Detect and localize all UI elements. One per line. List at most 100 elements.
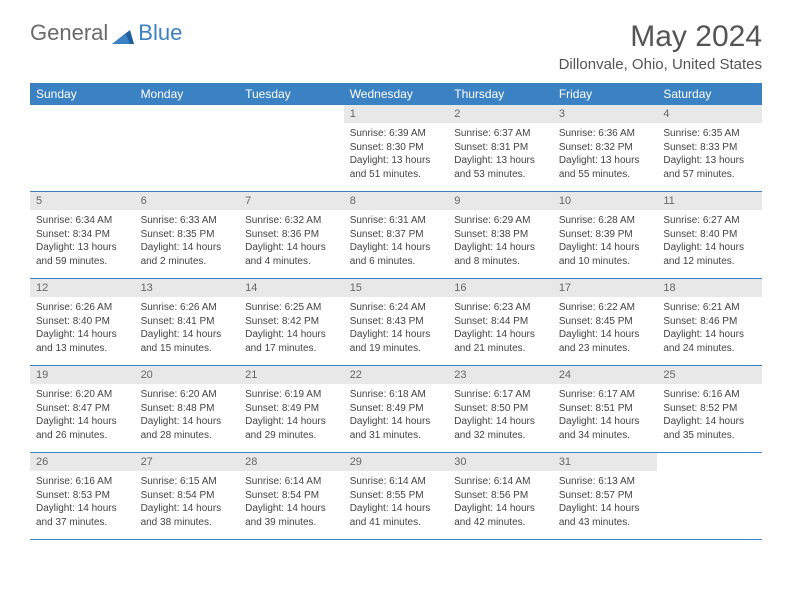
sunset-line: Sunset: 8:36 PM	[245, 228, 338, 242]
sunrise-line: Sunrise: 6:33 AM	[141, 214, 234, 228]
day-cell: 10Sunrise: 6:28 AMSunset: 8:39 PMDayligh…	[553, 192, 658, 279]
sunrise-line: Sunrise: 6:28 AM	[559, 214, 652, 228]
sunset-line: Sunset: 8:49 PM	[245, 402, 338, 416]
day-cell: 14Sunrise: 6:25 AMSunset: 8:42 PMDayligh…	[239, 279, 344, 366]
week-row: 26Sunrise: 6:16 AMSunset: 8:53 PMDayligh…	[30, 453, 762, 540]
day-number: 23	[448, 366, 553, 384]
sunset-line: Sunset: 8:54 PM	[245, 489, 338, 503]
daylight-line: Daylight: 14 hours and 6 minutes.	[350, 241, 443, 268]
sunrise-line: Sunrise: 6:15 AM	[141, 475, 234, 489]
sunset-line: Sunset: 8:41 PM	[141, 315, 234, 329]
sunrise-line: Sunrise: 6:35 AM	[663, 127, 756, 141]
logo-triangle-icon	[112, 24, 134, 42]
sunset-line: Sunset: 8:48 PM	[141, 402, 234, 416]
day-number: 24	[553, 366, 658, 384]
sunrise-line: Sunrise: 6:26 AM	[141, 301, 234, 315]
day-details: Sunrise: 6:20 AMSunset: 8:48 PMDaylight:…	[135, 384, 240, 446]
day-number: 1	[344, 105, 449, 123]
day-details: Sunrise: 6:14 AMSunset: 8:56 PMDaylight:…	[448, 471, 553, 533]
sunset-line: Sunset: 8:39 PM	[559, 228, 652, 242]
day-number: 5	[30, 192, 135, 210]
daylight-line: Daylight: 14 hours and 4 minutes.	[245, 241, 338, 268]
day-header-monday: Monday	[135, 83, 240, 105]
location: Dillonvale, Ohio, United States	[559, 56, 762, 73]
day-number: 7	[239, 192, 344, 210]
sunset-line: Sunset: 8:34 PM	[36, 228, 129, 242]
day-number: 27	[135, 453, 240, 471]
day-details: Sunrise: 6:16 AMSunset: 8:53 PMDaylight:…	[30, 471, 135, 533]
sunrise-line: Sunrise: 6:29 AM	[454, 214, 547, 228]
sunset-line: Sunset: 8:40 PM	[36, 315, 129, 329]
daylight-line: Daylight: 14 hours and 42 minutes.	[454, 502, 547, 529]
sunset-line: Sunset: 8:31 PM	[454, 141, 547, 155]
sunset-line: Sunset: 8:51 PM	[559, 402, 652, 416]
sunrise-line: Sunrise: 6:19 AM	[245, 388, 338, 402]
sunrise-line: Sunrise: 6:23 AM	[454, 301, 547, 315]
sunrise-line: Sunrise: 6:20 AM	[36, 388, 129, 402]
daylight-line: Daylight: 14 hours and 10 minutes.	[559, 241, 652, 268]
header: General Blue May 2024 Dillonvale, Ohio, …	[30, 20, 762, 79]
day-cell: 20Sunrise: 6:20 AMSunset: 8:48 PMDayligh…	[135, 366, 240, 453]
sunset-line: Sunset: 8:49 PM	[350, 402, 443, 416]
day-number: 4	[657, 105, 762, 123]
day-cell: 4 Sunrise: 6:35 AMSunset: 8:33 PMDaylight…	[657, 105, 762, 192]
sunrise-line: Sunrise: 6:32 AM	[245, 214, 338, 228]
daylight-line: Daylight: 14 hours and 39 minutes.	[245, 502, 338, 529]
daylight-line: Daylight: 14 hours and 34 minutes.	[559, 415, 652, 442]
logo: General Blue	[30, 20, 182, 46]
sunrise-line: Sunrise: 6:18 AM	[350, 388, 443, 402]
day-number: 2	[448, 105, 553, 123]
day-header-saturday: Saturday	[657, 83, 762, 105]
day-number: 3	[553, 105, 658, 123]
daylight-line: Daylight: 14 hours and 31 minutes.	[350, 415, 443, 442]
sunset-line: Sunset: 8:33 PM	[663, 141, 756, 155]
sunset-line: Sunset: 8:55 PM	[350, 489, 443, 503]
sunset-line: Sunset: 8:45 PM	[559, 315, 652, 329]
sunset-line: Sunset: 8:35 PM	[141, 228, 234, 242]
day-cell: 24 Sunrise: 6:17 AMSunset: 8:51 PMDayligh…	[553, 366, 658, 453]
day-number: 18	[657, 279, 762, 297]
day-cell: 21Sunrise: 6:19 AMSunset: 8:49 PMDayligh…	[239, 366, 344, 453]
sunrise-line: Sunrise: 6:20 AM	[141, 388, 234, 402]
sunset-line: Sunset: 8:56 PM	[454, 489, 547, 503]
day-header-row: SundayMondayTuesdayWednesdayThursdayFrid…	[30, 83, 762, 105]
day-number: 11	[657, 192, 762, 210]
sunset-line: Sunset: 8:38 PM	[454, 228, 547, 242]
sunrise-line: Sunrise: 6:14 AM	[245, 475, 338, 489]
daylight-line: Daylight: 14 hours and 12 minutes.	[663, 241, 756, 268]
logo-text-blue: Blue	[138, 20, 182, 46]
day-number: 20	[135, 366, 240, 384]
day-cell: 30Sunrise: 6:14 AMSunset: 8:56 PMDayligh…	[448, 453, 553, 540]
day-number: 15	[344, 279, 449, 297]
day-cell: 22Sunrise: 6:18 AMSunset: 8:49 PMDayligh…	[344, 366, 449, 453]
day-details: Sunrise: 6:16 AMSunset: 8:52 PMDaylight:…	[657, 384, 762, 446]
daylight-line: Daylight: 13 hours and 53 minutes.	[454, 154, 547, 181]
day-details: Sunrise: 6:18 AMSunset: 8:49 PMDaylight:…	[344, 384, 449, 446]
day-cell: 27Sunrise: 6:15 AMSunset: 8:54 PMDayligh…	[135, 453, 240, 540]
sunrise-line: Sunrise: 6:36 AM	[559, 127, 652, 141]
sunset-line: Sunset: 8:50 PM	[454, 402, 547, 416]
day-details: Sunrise: 6:19 AMSunset: 8:49 PMDaylight:…	[239, 384, 344, 446]
sunrise-line: Sunrise: 6:17 AM	[559, 388, 652, 402]
day-details: Sunrise: 6:29 AMSunset: 8:38 PMDaylight:…	[448, 210, 553, 272]
month-year: May 2024	[559, 20, 762, 54]
sunrise-line: Sunrise: 6:39 AM	[350, 127, 443, 141]
calendar-table: SundayMondayTuesdayWednesdayThursdayFrid…	[30, 83, 762, 540]
sunrise-line: Sunrise: 6:22 AM	[559, 301, 652, 315]
day-details: Sunrise: 6:36 AMSunset: 8:32 PMDaylight:…	[553, 123, 658, 185]
day-cell	[657, 453, 762, 540]
day-details: Sunrise: 6:13 AMSunset: 8:57 PMDaylight:…	[553, 471, 658, 533]
day-details: Sunrise: 6:23 AMSunset: 8:44 PMDaylight:…	[448, 297, 553, 359]
sunset-line: Sunset: 8:53 PM	[36, 489, 129, 503]
day-number: 22	[344, 366, 449, 384]
daylight-line: Daylight: 14 hours and 24 minutes.	[663, 328, 756, 355]
day-number: 8	[344, 192, 449, 210]
day-cell: 23Sunrise: 6:17 AMSunset: 8:50 PMDayligh…	[448, 366, 553, 453]
day-cell: 11Sunrise: 6:27 AMSunset: 8:40 PMDayligh…	[657, 192, 762, 279]
sunset-line: Sunset: 8:37 PM	[350, 228, 443, 242]
daylight-line: Daylight: 13 hours and 55 minutes.	[559, 154, 652, 181]
daylight-line: Daylight: 13 hours and 57 minutes.	[663, 154, 756, 181]
sunrise-line: Sunrise: 6:31 AM	[350, 214, 443, 228]
day-header-thursday: Thursday	[448, 83, 553, 105]
day-number: 14	[239, 279, 344, 297]
